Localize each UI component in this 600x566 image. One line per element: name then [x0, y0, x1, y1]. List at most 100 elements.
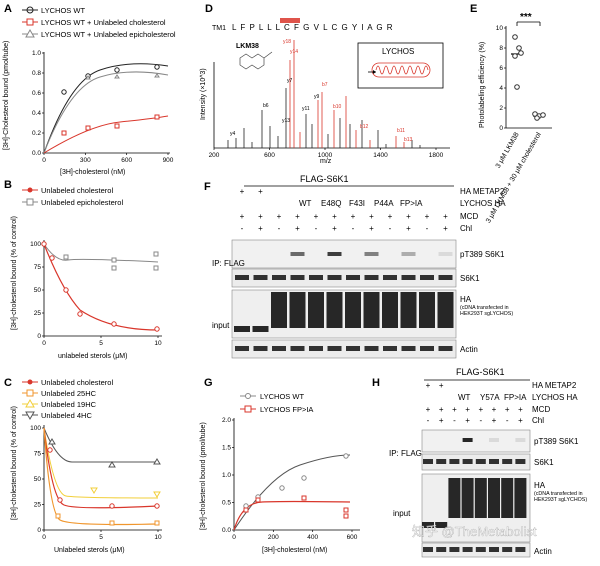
x-tick-label: 600 — [264, 152, 275, 159]
legend-g-fp: LYCHOS FP>IA — [260, 405, 313, 414]
blot-f-ha — [231, 289, 457, 339]
point-a-wt — [61, 89, 67, 95]
point-c-25hc — [154, 520, 160, 526]
point-c-4hc — [108, 461, 116, 468]
y-tick-label: 0 — [37, 333, 41, 340]
y-tick-label: 50 — [34, 287, 42, 294]
point-a-epi — [114, 74, 120, 79]
panel-g: G LYCHOS WT LYCHOS FP>IA 0.0 0.5 1.0 1.5 2.0… — [200, 377, 360, 554]
point-c-chol — [47, 447, 53, 453]
band-actin — [364, 346, 379, 351]
band-actin — [346, 346, 360, 351]
blot-sign: + — [478, 405, 483, 414]
band-s6k1 — [449, 459, 460, 464]
point-b-epi — [111, 265, 117, 271]
point-e — [540, 112, 546, 118]
significance-label: *** — [520, 12, 532, 23]
band-ha — [234, 326, 250, 332]
note-f-text: (cDNA transfected in HEK293T sgLYCHOS) — [460, 305, 514, 317]
band-s6k1 — [235, 275, 249, 280]
blot-sign: + — [369, 212, 374, 221]
blot-h-pt389 — [421, 429, 531, 453]
axis-g-ylabel: [3H]-cholesterol bound (pmol/tube) — [200, 422, 207, 530]
point-c-25hc — [109, 520, 115, 526]
band-actin — [235, 346, 249, 351]
point-e — [514, 84, 520, 90]
x-tick-label: 0 — [232, 534, 236, 541]
point-e — [518, 50, 524, 56]
y-tick-label: 0.4 — [32, 110, 41, 117]
ion-annot: b11 — [397, 128, 405, 134]
band-ha — [461, 478, 474, 518]
band-actin — [489, 547, 499, 552]
y-tick-label: 1.0 — [222, 472, 231, 479]
axis-a-xlabel: [3H]-cholesterol (nM) — [60, 169, 125, 176]
blot-sign: + — [443, 224, 448, 233]
blot-f-s6k1 — [231, 268, 457, 288]
band-ha — [437, 292, 454, 328]
point-c-25hc — [55, 513, 61, 519]
panel-f-label: F — [204, 181, 211, 193]
band-ha — [271, 292, 287, 328]
blot-sign: + — [406, 224, 411, 233]
axis-a-ylabel: [3H]-Cholesterol bound (pmol/tube) — [3, 41, 10, 150]
band-actin — [253, 346, 268, 351]
point-g-fp — [343, 513, 349, 519]
axis-b-ylabel: [3H]-cholesterol bound (% of control) — [11, 216, 18, 330]
band-s6k1 — [423, 459, 433, 464]
ip-h-label: IP: FLAG — [389, 449, 422, 458]
y-tick-label: 0.0 — [32, 150, 41, 157]
ion-annot: y13 — [282, 118, 290, 124]
x-tick-label: 1400 — [373, 152, 388, 159]
point-g-fp — [255, 497, 261, 503]
band-ha — [382, 292, 398, 328]
band-f-pt389: pT389 S6K1 — [460, 250, 505, 259]
band-ha — [435, 522, 448, 528]
y-tick-label: 4 — [499, 85, 503, 92]
y-tick-label: 0.8 — [32, 70, 41, 77]
curve-c-chol — [43, 427, 159, 509]
point-c-chol — [57, 497, 63, 503]
x-tick-label: 10 — [154, 340, 162, 347]
band-pt389 — [327, 252, 342, 256]
blot-sign: - — [389, 224, 392, 233]
blot-sign: - — [352, 224, 355, 233]
point-a-wt — [114, 67, 120, 73]
blot-sign: + — [240, 212, 245, 221]
band-pt389 — [290, 252, 305, 256]
point-a-chol — [61, 130, 67, 136]
curve-b-epi — [43, 243, 159, 263]
band-s6k1 — [438, 275, 453, 280]
legend-b-chol: Unlabeled cholesterol — [41, 186, 113, 195]
band-ha — [252, 326, 269, 332]
blot-sign: + — [351, 212, 356, 221]
legend-c-19hc: Unlabeled 19HC — [41, 400, 97, 409]
y-tick-label: 1.5 — [222, 445, 231, 452]
sequence-prefix: TM1 — [212, 25, 226, 32]
point-g-wt — [279, 485, 285, 491]
band-actin — [309, 346, 323, 351]
band-s6k1 — [272, 275, 286, 280]
band-actin — [438, 346, 453, 351]
x-tick-label: 5 — [99, 534, 103, 541]
point-b-epi — [63, 254, 69, 260]
category-e-1: 3 μM LKM38 — [495, 131, 521, 169]
y-tick-label: 75 — [34, 451, 42, 458]
band-ha — [400, 292, 417, 328]
blot-sign: + — [332, 224, 337, 233]
legend-b-marker-epi — [26, 198, 34, 206]
y-tick-label: 25 — [34, 310, 42, 317]
ion-annot: b6 — [263, 103, 269, 109]
panel-e-label: E — [470, 3, 477, 15]
blot-sign: + — [425, 212, 430, 221]
blot-sign: + — [258, 212, 263, 221]
compound-label: LKM38 — [236, 43, 259, 50]
band-pt389 — [462, 438, 473, 442]
ion-annot: y14 — [290, 49, 298, 55]
axis-b-xlabel: unlabeled sterols (μM) — [58, 353, 127, 360]
lychos-inset-label: LYCHOS — [382, 47, 414, 56]
blot-h-header: FLAG-S6K1 — [456, 367, 505, 377]
variant-h: FP>IA — [504, 393, 527, 402]
y-tick-label: 50 — [34, 476, 42, 483]
